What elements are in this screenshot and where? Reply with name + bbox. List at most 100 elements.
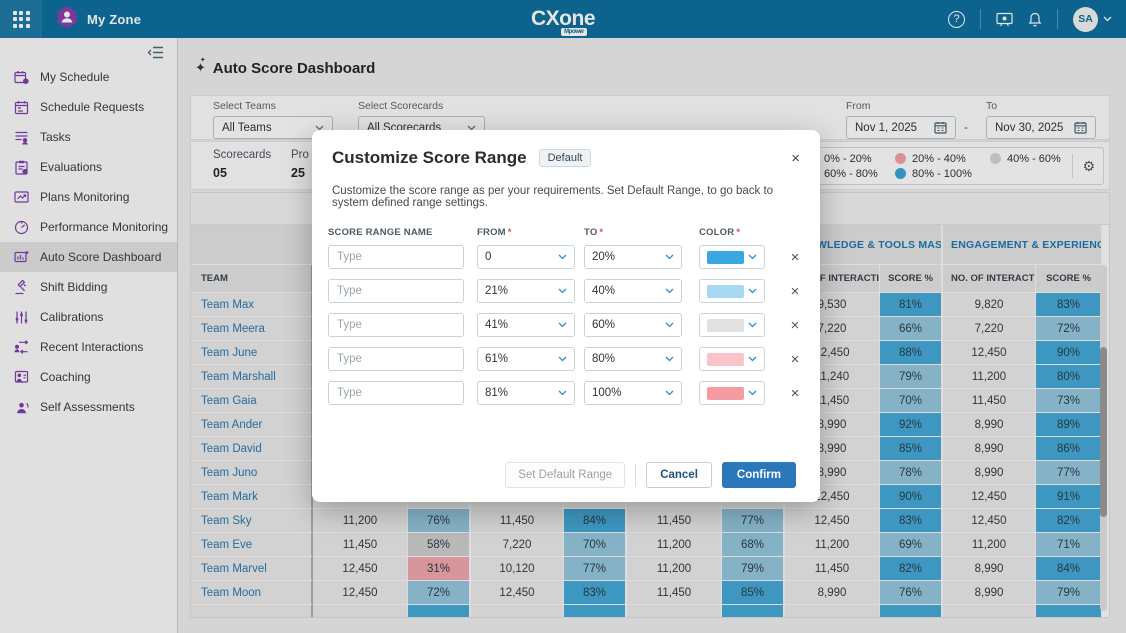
from-date-field[interactable]: Nov 1, 2025: [846, 116, 956, 139]
interactions-cell: 11,200: [943, 533, 1036, 557]
team-link[interactable]: Team Meera: [201, 322, 265, 335]
remove-row-icon[interactable]: ×: [784, 283, 806, 300]
broadcast-icon[interactable]: [996, 12, 1013, 27]
legend-settings-gear-icon[interactable]: ⚙: [1082, 158, 1095, 174]
color-select[interactable]: [699, 313, 765, 337]
color-select[interactable]: [699, 245, 765, 269]
sidebar-item-calibrations[interactable]: Calibrations: [0, 302, 177, 332]
remove-row-icon[interactable]: ×: [784, 351, 806, 368]
score-cell: 70%: [880, 389, 943, 413]
sidebar-item-label: Performance Monitoring: [40, 220, 169, 234]
remove-row-icon[interactable]: ×: [784, 385, 806, 402]
remove-row-icon[interactable]: ×: [784, 317, 806, 334]
app-launcher-button[interactable]: [0, 0, 42, 38]
interactions-cell: 11,450: [627, 581, 722, 605]
team-link[interactable]: Team Juno: [201, 466, 258, 479]
chevron-down-icon: [665, 356, 674, 362]
to-date-field[interactable]: Nov 30, 2025: [986, 116, 1096, 139]
color-select[interactable]: [699, 279, 765, 303]
set-default-range-button[interactable]: Set Default Range: [505, 462, 626, 488]
table-scrollbar-thumb[interactable]: [1100, 347, 1107, 517]
sidebar-item-label: Evaluations: [40, 160, 103, 174]
chevron-down-icon: [558, 254, 567, 260]
from-select[interactable]: 0: [477, 245, 575, 269]
table-row-team: Team David: [191, 437, 313, 461]
summary-item-value: 25: [291, 166, 305, 180]
from-select[interactable]: 41%: [477, 313, 575, 337]
score-cell: 58%: [408, 533, 471, 557]
team-link[interactable]: Team Mark: [201, 490, 258, 503]
score-range-name-input[interactable]: [328, 347, 464, 371]
legend-label: 80% - 100%: [912, 167, 972, 180]
color-select[interactable]: [699, 347, 765, 371]
score-cell: 72%: [1036, 317, 1103, 341]
summary-item-label: Scorecards: [213, 149, 272, 161]
user-menu[interactable]: SA: [1073, 6, 1112, 32]
legend-label: 40% - 60%: [1007, 152, 1061, 165]
avatar: SA: [1073, 6, 1098, 32]
score-range-name-input[interactable]: [328, 313, 464, 337]
score-cell: 68%: [722, 533, 785, 557]
sidebar-collapse-icon[interactable]: [147, 46, 164, 64]
summary-item-label: Pro: [291, 149, 309, 161]
chevron-down-icon: [665, 288, 674, 294]
from-select[interactable]: 21%: [477, 279, 575, 303]
to-select[interactable]: 80%: [584, 347, 682, 371]
close-icon[interactable]: ×: [791, 149, 800, 167]
score-range-name-input[interactable]: [328, 279, 464, 303]
from-select[interactable]: 81%: [477, 381, 575, 405]
sidebar-item-plans-monitoring[interactable]: Plans Monitoring: [0, 182, 177, 212]
to-select[interactable]: 100%: [584, 381, 682, 405]
group-header-5: ENGAGEMENT & EXPERIENCE: [943, 225, 1103, 265]
team-link[interactable]: Team Gaia: [201, 394, 257, 407]
sidebar-item-coaching[interactable]: Coaching: [0, 362, 177, 392]
teams-select[interactable]: All Teams: [213, 116, 333, 139]
team-link[interactable]: Team Max: [201, 298, 255, 311]
sidebar-item-shift-bidding[interactable]: Shift Bidding: [0, 272, 177, 302]
to-select[interactable]: 40%: [584, 279, 682, 303]
to-select[interactable]: 20%: [584, 245, 682, 269]
score-range-name-input[interactable]: [328, 245, 464, 269]
team-link[interactable]: Team Eve: [201, 538, 253, 551]
legend-item: 80% - 100%: [895, 168, 990, 180]
product-name: My Zone: [87, 11, 142, 27]
notifications-bell-icon[interactable]: [1028, 12, 1042, 27]
sidebar-item-performance-monitoring[interactable]: Performance Monitoring: [0, 212, 177, 242]
sidebar-item-recent-interactions[interactable]: Recent Interactions: [0, 332, 177, 362]
sidebar-item-tasks[interactable]: Tasks: [0, 122, 177, 152]
color-select[interactable]: [699, 381, 765, 405]
team-link[interactable]: Team Moon: [201, 586, 262, 599]
interactions-cell: [471, 605, 564, 617]
sidebar-item-my-schedule[interactable]: My Schedule: [0, 62, 177, 92]
interactions-cell: [943, 605, 1036, 617]
to-select[interactable]: 60%: [584, 313, 682, 337]
cancel-button[interactable]: Cancel: [646, 462, 712, 488]
team-link[interactable]: Team Ander: [201, 418, 263, 431]
sidebar-item-evaluations[interactable]: Evaluations: [0, 152, 177, 182]
sidebar-item-auto-score-dashboard[interactable]: Auto Score Dashboard: [0, 242, 177, 272]
remove-row-icon[interactable]: ×: [784, 249, 806, 266]
group-header-blank: [191, 225, 313, 265]
interactions-cell: 12,450: [313, 581, 408, 605]
interactions-cell: 11,200: [785, 533, 880, 557]
score-cell: 85%: [880, 437, 943, 461]
product-switcher[interactable]: My Zone: [42, 5, 155, 34]
team-link[interactable]: Team David: [201, 442, 262, 455]
sidebar-item-schedule-requests[interactable]: Schedule Requests: [0, 92, 177, 122]
score-cell: 88%: [880, 341, 943, 365]
team-link[interactable]: Team Marvel: [201, 562, 267, 575]
score-range-name-input[interactable]: [328, 381, 464, 405]
sidebar-item-label: Auto Score Dashboard: [40, 250, 162, 264]
legend-item: 40% - 60%: [990, 153, 1061, 165]
team-link[interactable]: Team Sky: [201, 514, 252, 527]
modal-column-headers: SCORE RANGE NAME FROM * TO * COLOR *: [312, 209, 820, 245]
sidebar-item-self-assessments[interactable]: Self Assessments: [0, 392, 177, 422]
to-value: 20%: [592, 251, 616, 263]
confirm-button[interactable]: Confirm: [721, 462, 796, 488]
from-select[interactable]: 61%: [477, 347, 575, 371]
team-link[interactable]: Team Marshall: [201, 370, 276, 383]
interactions-cell: 8,990: [943, 557, 1036, 581]
team-link[interactable]: Team June: [201, 346, 258, 359]
score-cell: [1036, 605, 1103, 617]
help-icon[interactable]: ?: [948, 10, 965, 28]
